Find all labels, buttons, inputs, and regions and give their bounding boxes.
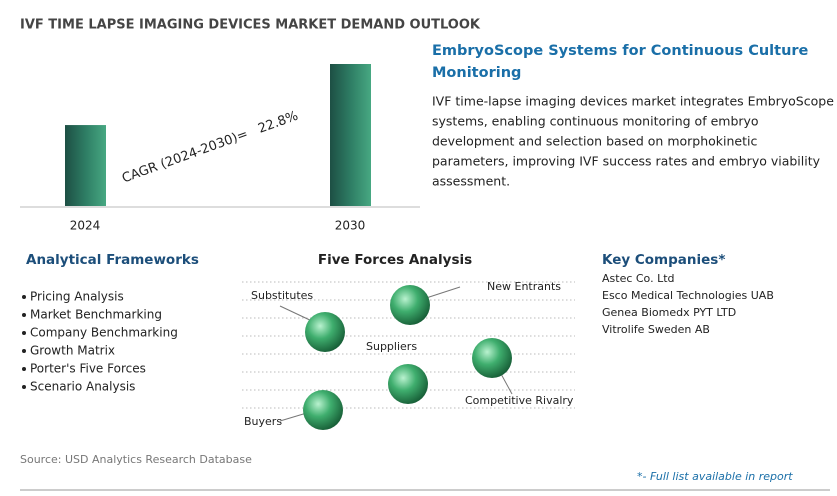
bullet — [22, 331, 26, 335]
highlight-text: parameters, improving IVF success rates … — [432, 154, 821, 169]
framework-item: Porter's Five Forces — [30, 362, 146, 376]
force-label: Competitive Rivalry — [465, 394, 574, 407]
highlight-text: systems, enabling continuous monitoring … — [432, 114, 759, 129]
bar — [330, 64, 371, 206]
highlight-title: EmbryoScope Systems for Continuous Cultu… — [432, 43, 809, 59]
company: Vitrolife Sweden AB — [602, 323, 710, 336]
x-tick-label: 2024 — [70, 219, 101, 233]
bullet — [22, 349, 26, 353]
bullet — [22, 385, 26, 389]
forces-diagram — [242, 281, 575, 409]
bar — [65, 125, 106, 206]
force-spheres — [303, 285, 512, 430]
company: Genea Biomedx PYT LTD — [602, 306, 736, 319]
bullet — [22, 295, 26, 299]
framework-item: Company Benchmarking — [30, 326, 178, 340]
cagr-value: 22.8% — [256, 108, 300, 136]
framework-item: Growth Matrix — [30, 344, 115, 358]
source: Source: USD Analytics Research Database — [20, 453, 252, 466]
companies-title: Key Companies* — [602, 252, 725, 268]
highlight-text: IVF time-lapse imaging devices market in… — [432, 94, 834, 109]
company: Esco Medical Technologies UAB — [602, 289, 774, 302]
framework-item: Scenario Analysis — [30, 380, 135, 394]
forces-title: Five Forces Analysis — [318, 252, 472, 268]
highlight-title: Monitoring — [432, 65, 521, 81]
framework-item: Market Benchmarking — [30, 308, 162, 322]
highlight: EmbryoScope Systems for Continuous Cultu… — [432, 43, 834, 189]
bullet — [22, 367, 26, 371]
company: Astec Co. Ltd — [602, 272, 675, 285]
footnote: *- Full list available in report — [637, 470, 793, 483]
framework-item: Pricing Analysis — [30, 290, 124, 304]
highlight-text: development and selection based on morph… — [432, 134, 757, 149]
force-label: New Entrants — [487, 280, 561, 293]
frameworks-title: Analytical Frameworks — [26, 252, 199, 268]
x-tick-label: 2030 — [335, 219, 366, 233]
bullet — [22, 313, 26, 317]
force-label: Suppliers — [366, 340, 417, 353]
force-label: Buyers — [244, 415, 282, 428]
cagr-annotation: CAGR (2024-2030)=22.8% — [120, 108, 300, 186]
cagr-label: CAGR (2024-2030)= — [120, 126, 250, 186]
page-title: IVF TIME LAPSE IMAGING DEVICES MARKET DE… — [20, 18, 481, 33]
highlight-text: assessment. — [432, 174, 510, 189]
force-label: Substitutes — [251, 289, 313, 302]
